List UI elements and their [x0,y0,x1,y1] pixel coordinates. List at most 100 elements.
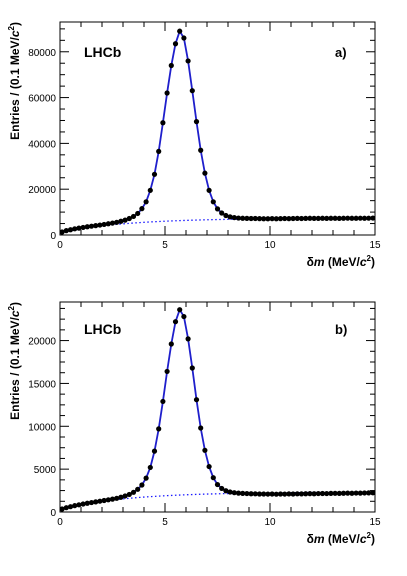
data-point [307,491,313,497]
data-point [88,223,95,229]
data-point [164,90,170,96]
data-point [265,491,271,497]
data-point [130,213,137,220]
data-point [185,58,191,64]
data-point [235,215,242,221]
x-axis-var: m [314,532,325,546]
data-point [139,482,145,488]
data-point [252,215,258,222]
panel-b: 0 5 10 15 0 5000 10000 15000 20000 LHCb b) δm (… [7,301,381,546]
x-axis-close: ) [371,532,375,546]
y-tick-label: 0 [50,508,56,519]
x-axis-close: ) [371,255,375,269]
data-point [76,502,82,508]
data-point [156,148,162,154]
data-point [97,222,103,228]
data-point [109,496,116,502]
data-point [219,210,225,216]
y-axis-title: Entries / (0.1 MeV/c2) [7,22,22,140]
data-point [67,504,74,510]
data-point [193,119,200,125]
data-point [366,215,372,221]
x-tick-label: 10 [264,240,276,251]
y-tick-labels: 0 5000 10000 15000 20000 [28,337,56,519]
data-point [151,448,158,454]
x-axis-c: c [360,255,367,269]
x-tick-label: 15 [369,517,381,528]
data-point [345,215,351,221]
y-tick-label: 60000 [28,94,56,105]
data-point [370,215,376,221]
data-point [72,226,78,232]
data-point [269,491,275,497]
data-point [286,491,292,497]
data-point [122,217,128,223]
data-point [328,215,334,221]
data-point [126,491,132,498]
data-point [118,494,124,500]
data-point [198,147,204,153]
data-point [227,214,233,220]
data-point [252,491,258,497]
data-point [105,221,111,227]
x-axis-var: m [314,255,325,269]
panel-label: b) [335,322,347,337]
data-point [101,221,107,228]
data-point [240,215,246,221]
data-point [324,215,330,221]
data-point [168,341,174,347]
data-point [345,490,351,496]
data-point [214,206,221,212]
x-tick-labels: 0 5 10 15 [57,240,381,251]
x-axis-prefix: δ [307,532,314,546]
data-point [248,491,254,497]
x-axis-unit: (MeV/ [325,532,361,546]
y-tick-labels: 0 20000 40000 60000 80000 [28,48,56,242]
data-point [172,319,179,325]
data-point [206,463,212,470]
data-point [210,199,216,205]
data-point [177,307,183,313]
data-point [231,490,237,496]
data-point [282,491,288,497]
y-axis-title: Entries / (0.1 MeV/c2) [7,302,22,420]
x-axis-exp: 2 [367,531,372,540]
data-point [223,212,229,219]
data-point [164,368,170,375]
data-point [214,481,221,488]
experiment-label: LHCb [84,321,121,337]
data-point [114,495,120,501]
data-point [248,215,254,222]
x-axis-title: δm (MeV/c2) [307,254,375,269]
data-point [353,215,359,221]
data-point [118,218,124,224]
y-axis-exp: 2 [7,25,16,30]
x-tick-label: 0 [57,240,63,251]
panel-a: 0 5 10 15 0 20000 40000 60000 80000 LHCb a) δm … [7,21,381,269]
y-axis-close: ) [8,302,22,306]
data-point [332,215,338,221]
data-point [370,490,376,496]
data-point [294,491,300,497]
data-point [328,490,334,496]
data-points [59,28,376,235]
data-point [160,120,166,126]
x-axis-title: δm (MeV/c2) [307,531,375,546]
data-point [139,206,145,212]
data-point [189,88,195,94]
data-point [307,215,313,221]
data-point [147,464,153,471]
data-point [256,216,263,222]
data-point [97,498,103,504]
data-point [277,491,284,497]
data-point [67,227,74,233]
data-point [122,493,128,499]
x-axis-c: c [360,532,367,546]
data-point [93,223,99,229]
data-point [59,506,65,512]
total-fit-curve [59,29,375,234]
y-tick-label: 0 [50,231,56,242]
data-point [181,35,187,41]
data-point [336,490,342,496]
experiment-label: LHCb [84,44,121,60]
